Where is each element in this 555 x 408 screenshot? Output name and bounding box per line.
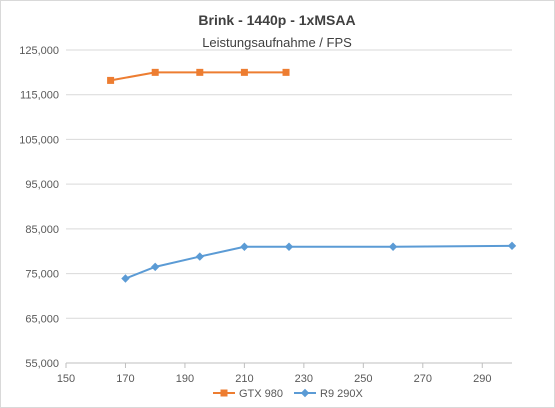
y-tick-label: 115,000 xyxy=(20,90,59,102)
data-point-r9-290x xyxy=(284,242,294,251)
data-point-gtx-980 xyxy=(282,68,290,76)
x-tick-label: 230 xyxy=(295,373,313,385)
gridlines xyxy=(66,49,512,319)
y-tick-label: 85,000 xyxy=(25,224,59,236)
data-point-r9-290x xyxy=(195,252,204,261)
x-tick-label: 170 xyxy=(116,373,134,385)
x-tick-label: 210 xyxy=(235,373,253,385)
y-tick-label: 55,000 xyxy=(25,358,59,370)
x-tick-label: 150 xyxy=(57,373,75,385)
data-point-r9-290x xyxy=(151,262,160,272)
legend-marker-r9-290x xyxy=(300,388,310,398)
x-tick-label: 270 xyxy=(414,373,432,385)
x-tick-label: 250 xyxy=(354,373,372,385)
chart-title: Brink - 1440p - 1xMSAA xyxy=(198,12,355,28)
x-tick-label: 190 xyxy=(176,373,194,385)
y-tick-label: 125,000 xyxy=(19,45,59,57)
y-tick-label: 105,000 xyxy=(19,134,59,146)
x-tick-label: 290 xyxy=(473,373,491,385)
y-tick-label: 65,000 xyxy=(25,313,59,325)
data-point-gtx-980 xyxy=(151,68,159,76)
legend-label-gtx-980: GTX 980 xyxy=(239,388,283,400)
tick-labels: 55,000 65,000 75,000 85,000 95,000 105,000 115… xyxy=(19,45,491,385)
data-point-r9-290x xyxy=(507,241,517,251)
legend-label-r9-290x: R9 290X xyxy=(320,388,363,400)
chart-subtitle: Leistungsaufnahme / FPS xyxy=(202,35,352,50)
data-point-gtx-980 xyxy=(107,76,115,84)
data-point-r9-290x xyxy=(388,242,398,251)
data-point-r9-290x xyxy=(121,274,130,283)
series-layer xyxy=(107,68,517,283)
data-point-gtx-980 xyxy=(240,68,248,76)
axes xyxy=(65,362,512,368)
y-tick-label: 95,000 xyxy=(25,179,59,191)
data-point-gtx-980 xyxy=(196,68,204,76)
y-tick-label: 75,000 xyxy=(25,269,59,281)
legend-marker-gtx-980 xyxy=(220,389,228,397)
legend: GTX 980 R9 290X xyxy=(213,388,363,400)
data-point-r9-290x xyxy=(240,242,249,251)
